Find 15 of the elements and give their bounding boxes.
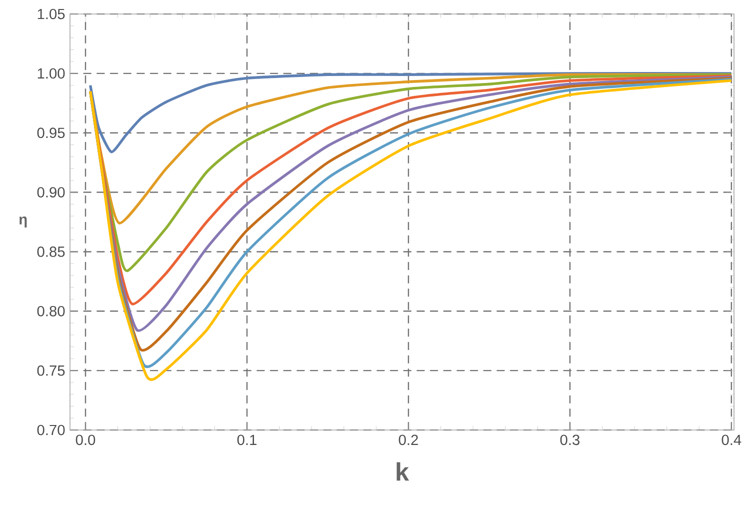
x-tick-label: 0.2	[398, 434, 418, 446]
y-tick-label: 0.95	[37, 128, 65, 138]
x-tick-label: 0.0	[76, 434, 96, 446]
x-tick-label: 0.1	[237, 434, 256, 446]
y-tick-label: 1.05	[38, 8, 65, 20]
y-tick-label: 0.80	[37, 306, 65, 316]
y-tick-label: 0.85	[37, 246, 65, 257]
x-tick-label: 0.3	[560, 434, 580, 446]
x-tick-label: 0.4	[722, 434, 742, 446]
y-tick-label: 1.00	[38, 68, 65, 79]
y-tick-label: 0.90	[37, 187, 65, 198]
x-axis-title: k	[396, 462, 410, 481]
y-tick-label: 0.75	[37, 365, 65, 376]
y-axis-title: η	[19, 216, 27, 228]
y-tick-label: 0.70	[37, 424, 65, 436]
